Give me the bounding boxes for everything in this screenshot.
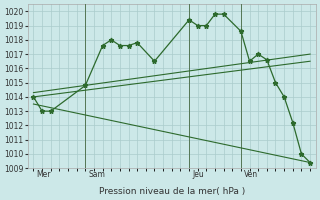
Text: Sam: Sam [88,170,105,179]
X-axis label: Pression niveau de la mer( hPa ): Pression niveau de la mer( hPa ) [99,187,245,196]
Text: Jeu: Jeu [192,170,204,179]
Text: Ven: Ven [244,170,258,179]
Text: Mer: Mer [36,170,51,179]
